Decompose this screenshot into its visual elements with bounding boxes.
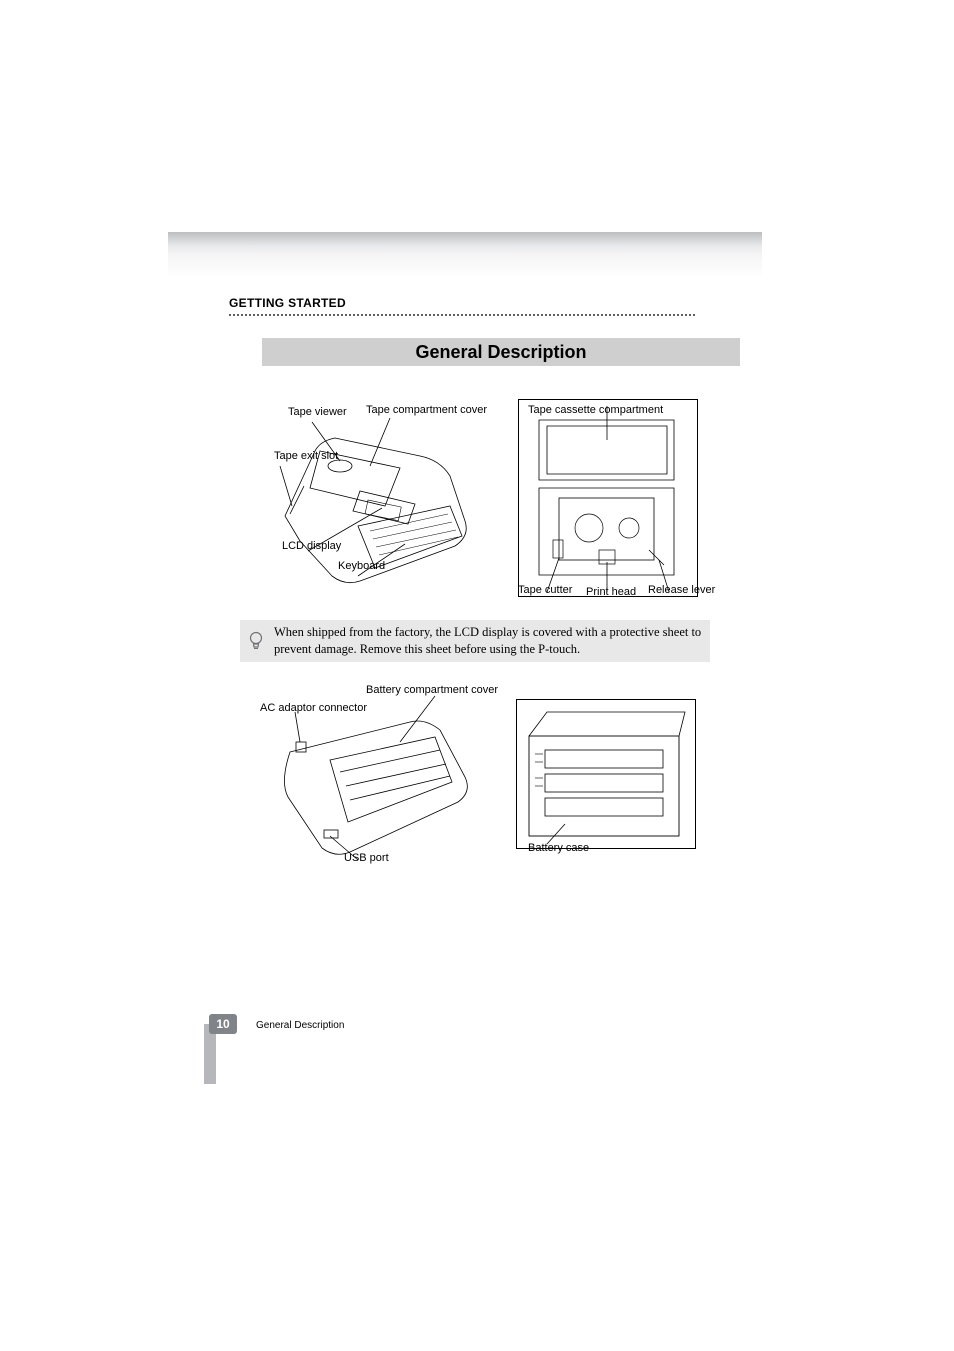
figure-top: Tape viewer Tape compartment cover Tape … bbox=[240, 386, 710, 606]
label-tape-cutter: Tape cutter bbox=[518, 584, 572, 596]
label-battery-compartment-cover: Battery compartment cover bbox=[366, 684, 498, 696]
note-text: When shipped from the factory, the LCD d… bbox=[274, 624, 702, 658]
label-tape-exit-slot: Tape exit slot bbox=[274, 450, 338, 462]
note-box: When shipped from the factory, the LCD d… bbox=[240, 620, 710, 662]
label-tape-compartment-cover: Tape compartment cover bbox=[366, 404, 487, 416]
dotted-separator bbox=[229, 314, 695, 316]
label-release-lever: Release lever bbox=[648, 584, 715, 596]
device-top-illustration bbox=[240, 396, 500, 606]
label-tape-viewer: Tape viewer bbox=[288, 406, 347, 418]
label-keyboard: Keyboard bbox=[338, 560, 385, 572]
page-title: General Description bbox=[262, 338, 740, 366]
compartment-box bbox=[518, 399, 698, 597]
label-print-head: Print head bbox=[586, 586, 636, 598]
label-tape-cassette-compartment: Tape cassette compartment bbox=[528, 404, 663, 416]
lightbulb-icon bbox=[248, 631, 264, 651]
footer-title: General Description bbox=[256, 1020, 344, 1031]
label-usb-port: USB port bbox=[344, 852, 389, 864]
page-number: 10 bbox=[209, 1014, 237, 1034]
compartment-illustration bbox=[519, 400, 699, 598]
battery-case-illustration bbox=[517, 700, 697, 850]
header-gradient-bar bbox=[168, 232, 762, 278]
battery-case-box bbox=[516, 699, 696, 849]
label-lcd-display: LCD display bbox=[282, 540, 341, 552]
label-ac-adaptor-connector: AC adaptor connector bbox=[260, 702, 367, 714]
page: GETTING STARTED General Description bbox=[0, 0, 954, 1351]
label-battery-case: Battery case bbox=[528, 842, 589, 854]
section-label: GETTING STARTED bbox=[229, 296, 346, 310]
figure-bottom: AC adaptor connector Battery compartment… bbox=[240, 674, 710, 874]
